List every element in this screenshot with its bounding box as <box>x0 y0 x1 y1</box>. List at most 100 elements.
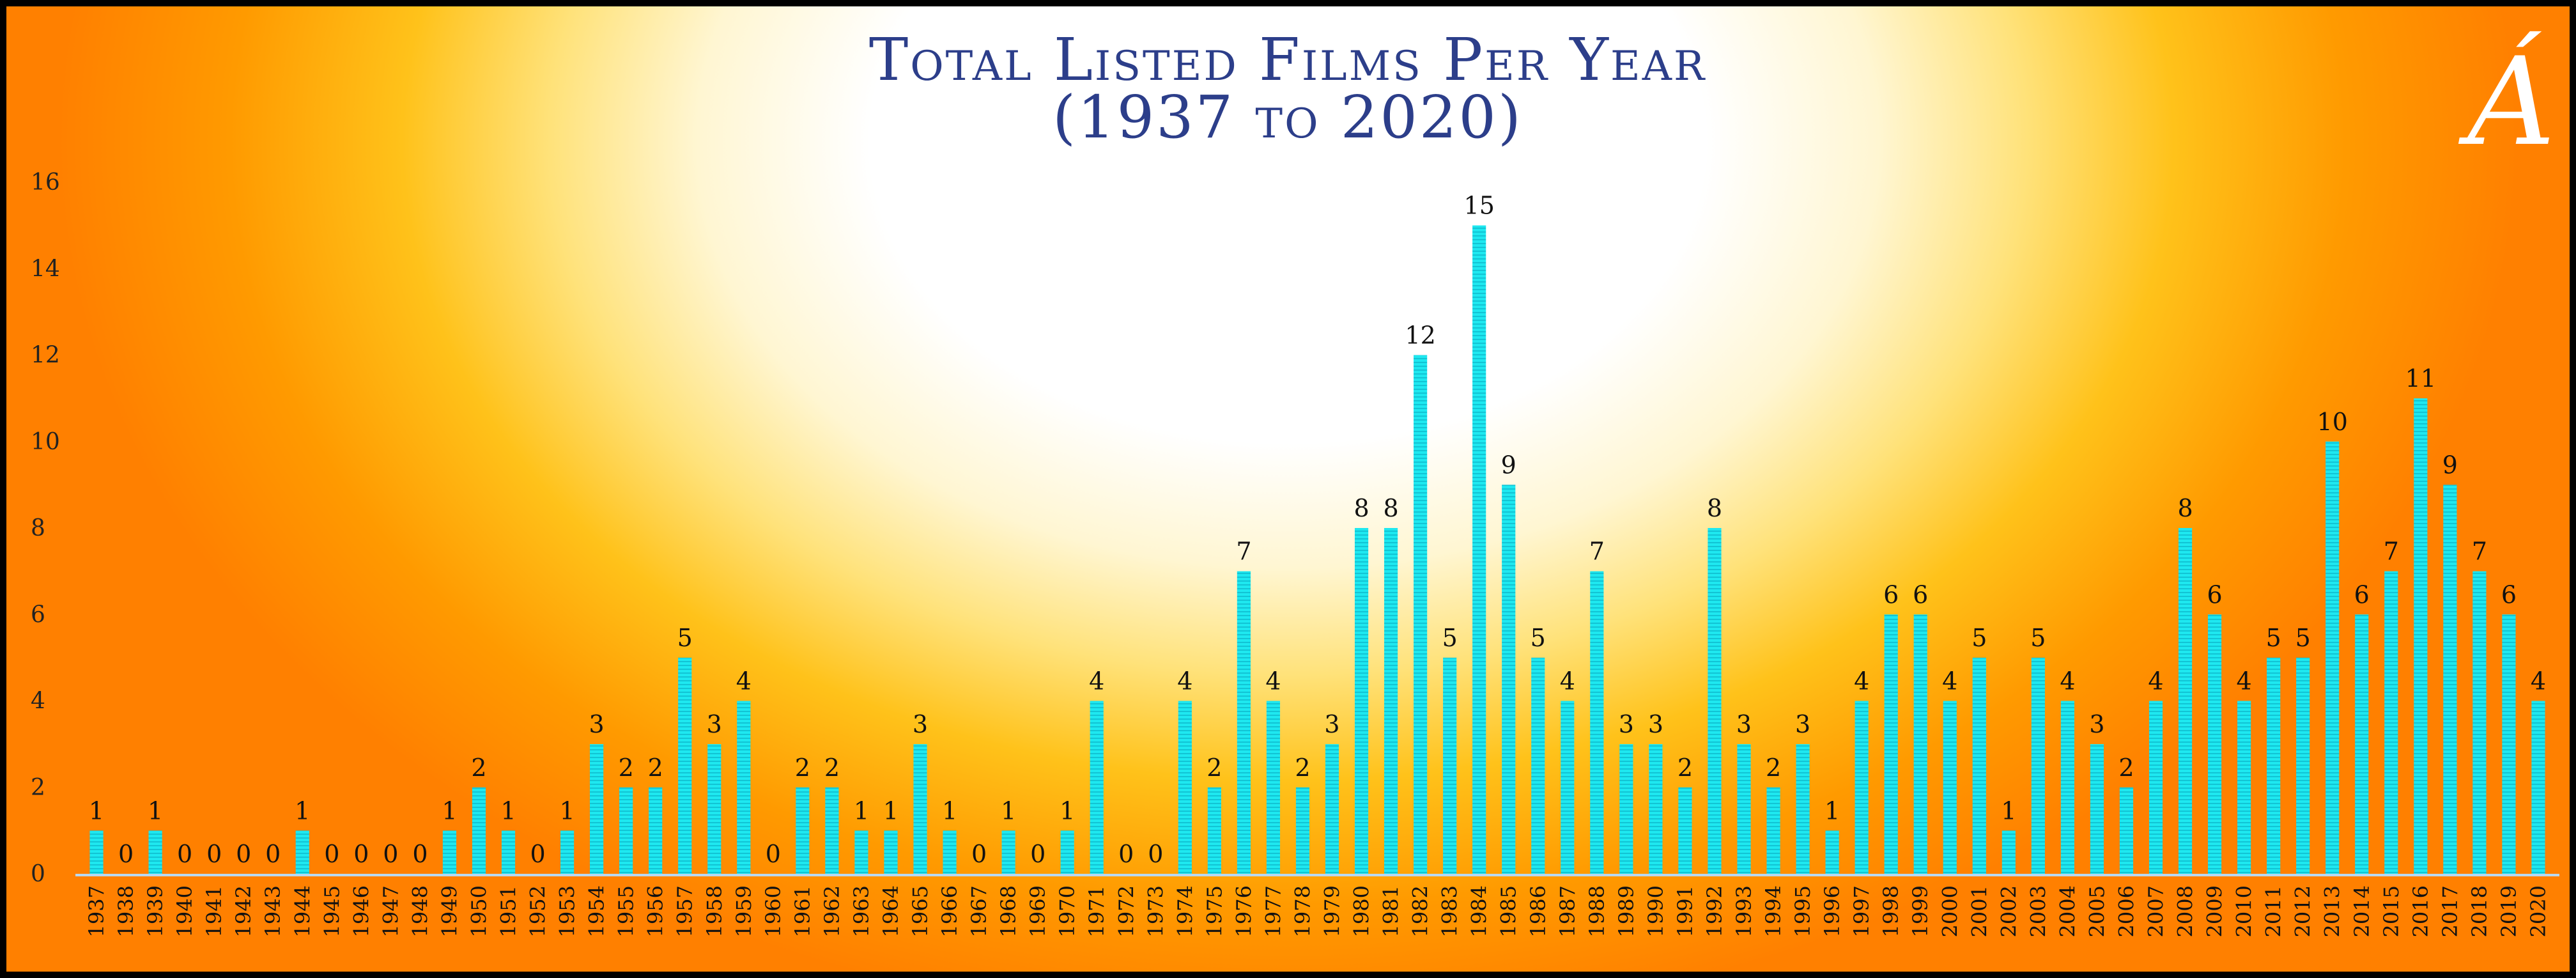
bar-1953 <box>560 830 575 874</box>
value-label-1954: 3 <box>589 710 605 738</box>
x-tick-label: 1950 <box>467 885 491 937</box>
value-label-2003: 5 <box>2030 624 2046 652</box>
value-label-1959: 4 <box>736 667 752 695</box>
value-label-1964: 1 <box>883 796 899 825</box>
bar-1991 <box>1678 787 1692 874</box>
bar-1963 <box>854 830 868 874</box>
value-label-1980: 8 <box>1354 494 1369 522</box>
x-tick-label: 2008 <box>2173 885 2198 937</box>
bar-2011 <box>2267 657 2281 874</box>
bar-2018 <box>2472 571 2487 874</box>
x-tick-label: 2020 <box>2526 885 2550 937</box>
logo-mark: Á <box>2458 31 2555 173</box>
bar-2014 <box>2355 614 2369 874</box>
x-tick-label: 1953 <box>555 885 580 937</box>
value-label-2019: 6 <box>2501 580 2517 609</box>
value-label-1941: 0 <box>206 840 222 868</box>
x-tick-label: 1938 <box>114 885 138 937</box>
bar-2003 <box>2031 657 2045 874</box>
value-label-1986: 5 <box>1531 624 1546 652</box>
x-tick-label: 1944 <box>290 885 314 937</box>
bar-1999 <box>1913 614 1927 874</box>
value-label-1958: 3 <box>707 710 722 738</box>
value-label-1984: 15 <box>1464 192 1495 220</box>
x-tick-label: 1954 <box>585 885 609 937</box>
bar-1954 <box>590 744 604 874</box>
bar-1968 <box>1001 830 1015 874</box>
y-tick-label: 16 <box>31 169 60 196</box>
value-label-2020: 4 <box>2531 667 2546 695</box>
bar-1994 <box>1766 787 1780 874</box>
x-tick-label: 1966 <box>937 885 962 937</box>
x-tick-label: 1941 <box>202 885 226 937</box>
x-tick-label: 1983 <box>1438 885 1462 937</box>
x-tick-label: 1976 <box>1231 885 1256 937</box>
x-tick-label: 2010 <box>2232 885 2256 937</box>
x-tick-label: 1962 <box>820 885 844 937</box>
x-tick-label: 1965 <box>908 885 932 937</box>
value-label-1982: 12 <box>1405 322 1435 350</box>
x-tick-label: 1991 <box>1673 885 1697 937</box>
x-tick-label: 1957 <box>673 885 697 937</box>
x-tick-label: 1994 <box>1761 885 1785 937</box>
value-label-2014: 6 <box>2354 580 2370 609</box>
bar-1965 <box>913 744 927 874</box>
value-label-2015: 7 <box>2384 538 2399 566</box>
bar-1996 <box>1825 830 1839 874</box>
x-tick-label: 2015 <box>2379 885 2403 937</box>
value-label-1981: 8 <box>1383 494 1398 522</box>
x-tick-label: 1946 <box>349 885 373 937</box>
value-label-1946: 0 <box>353 840 369 868</box>
value-label-2016: 11 <box>2405 364 2436 392</box>
bar-1995 <box>1796 744 1810 874</box>
value-label-1939: 1 <box>148 796 163 825</box>
bar-1975 <box>1207 787 1221 874</box>
bar-2001 <box>1972 657 1986 874</box>
x-tick-label: 1955 <box>614 885 638 937</box>
x-tick-label: 1968 <box>996 885 1021 937</box>
value-label-1962: 2 <box>824 754 840 782</box>
value-label-1957: 5 <box>677 624 693 652</box>
x-tick-label: 1952 <box>526 885 550 937</box>
value-label-1994: 2 <box>1766 754 1781 782</box>
value-label-1938: 0 <box>118 840 134 868</box>
bar-1962 <box>825 787 839 874</box>
value-label-1996: 1 <box>1824 796 1840 825</box>
x-tick-label: 1974 <box>1173 885 1197 937</box>
value-label-1976: 7 <box>1236 538 1251 566</box>
value-label-1991: 2 <box>1677 754 1693 782</box>
value-label-1960: 0 <box>766 840 781 868</box>
value-label-2011: 5 <box>2266 624 2281 652</box>
x-tick-label: 2005 <box>2085 885 2109 937</box>
value-label-1944: 1 <box>295 796 310 825</box>
x-tick-label: 2004 <box>2055 885 2079 937</box>
x-tick-label: 1990 <box>1644 885 1668 937</box>
value-label-1950: 2 <box>471 754 486 782</box>
x-tick-label: 2012 <box>2291 885 2315 937</box>
bar-2015 <box>2384 571 2398 874</box>
value-label-1972: 0 <box>1118 840 1134 868</box>
bar-1970 <box>1060 830 1074 874</box>
x-tick-label: 1981 <box>1379 885 1403 937</box>
x-tick-label: 2018 <box>2467 885 2492 937</box>
bar-2019 <box>2502 614 2516 874</box>
x-tick-label: 1959 <box>732 885 756 937</box>
bar-1988 <box>1590 571 1604 874</box>
value-label-2012: 5 <box>2295 624 2311 652</box>
x-tick-label: 2017 <box>2438 885 2462 937</box>
x-tick-label: 1942 <box>231 885 256 937</box>
x-tick-label: 1995 <box>1791 885 1815 937</box>
x-tick-label: 2007 <box>2144 885 2168 937</box>
bar-1986 <box>1531 657 1545 874</box>
value-label-1993: 3 <box>1736 710 1752 738</box>
bar-2007 <box>2148 701 2163 874</box>
value-label-1955: 2 <box>619 754 634 782</box>
x-tick-label: 1945 <box>320 885 344 937</box>
bar-1977 <box>1266 701 1281 874</box>
value-label-1947: 0 <box>383 840 398 868</box>
y-tick-label: 2 <box>31 775 45 801</box>
bar-1944 <box>295 830 309 874</box>
value-label-2001: 5 <box>1971 624 1987 652</box>
bar-1951 <box>501 830 516 874</box>
value-label-1970: 1 <box>1060 796 1075 825</box>
